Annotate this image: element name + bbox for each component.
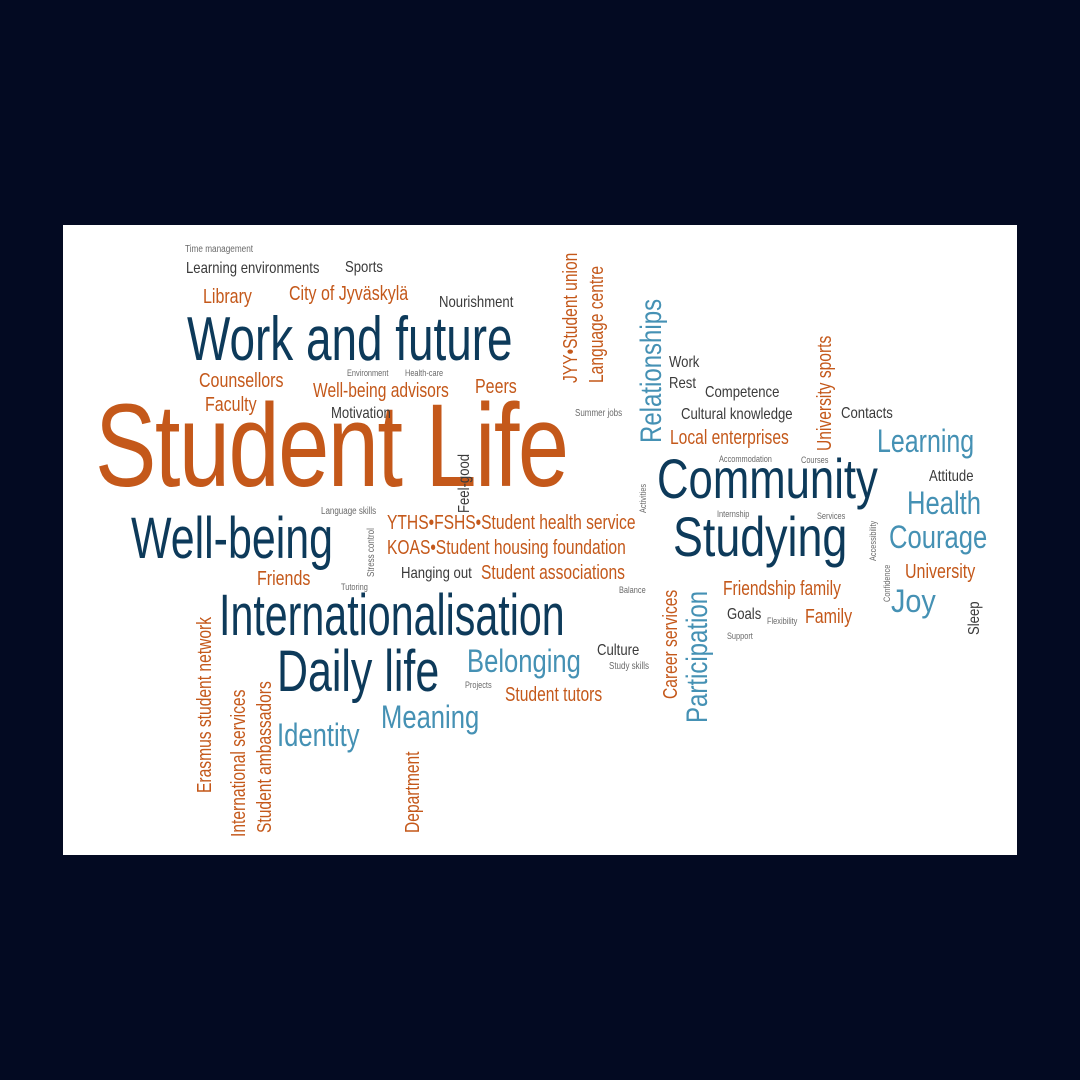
word-courses: Courses [801,455,829,465]
word-university: University [905,561,976,583]
word-goals: Goals [727,606,762,623]
word-well-being: Well-being [131,506,333,571]
word-tutoring: Tutoring [341,582,368,592]
word-university-sports: University sports [814,335,836,451]
word-department: Department [402,751,424,833]
word-jyy-student-union: JYY•Student union [560,252,582,383]
word-cultural-knowledge: Cultural knowledge [681,406,793,423]
word-student-life: Student Life [95,380,569,512]
word-participation: Participation [681,590,714,723]
word-culture: Culture [597,642,640,659]
word-local-enterprises: Local enterprises [670,427,789,449]
word-balance: Balance [619,585,646,595]
word-belonging: Belonging [467,643,581,679]
word-sleep: Sleep [966,601,983,635]
word-student-tutors: Student tutors [505,684,603,706]
word-competence: Competence [705,384,780,401]
word-cloud: Student Life Work and future Community W… [63,225,1017,855]
word-stress-control: Stress control [366,528,377,577]
word-confidence: Confidence [882,564,892,602]
word-flexibility: Flexibility [767,616,798,626]
word-counsellors: Counsellors [199,370,284,392]
word-accommodation: Accommodation [719,454,772,464]
word-hanging-out: Hanging out [401,565,472,582]
word-learning: Learning [877,423,975,459]
word-contacts: Contacts [841,405,893,422]
word-courage: Courage [889,519,988,555]
word-daily-life: Daily life [277,639,440,704]
word-koas-student-housing-foundation: KOAS•Student housing foundation [387,537,626,559]
word-friends: Friends [257,568,311,590]
word-meaning: Meaning [381,699,480,735]
word-motivation: Motivation [331,405,391,422]
word-feel-good: Feel-good [456,453,473,513]
word-international-services: International services [228,689,250,837]
word-accessibility: Accessibility [868,520,878,561]
word-career-services: Career services [660,589,682,699]
word-city-of-jyvaskyla: City of Jyväskylä [289,283,409,305]
word-environment: Environment [347,368,389,378]
word-support: Support [727,631,753,641]
word-language-centre: Language centre [586,265,608,383]
word-work: Work [669,354,700,371]
word-well-being-advisors: Well-being advisors [313,380,449,402]
word-study-skills: Study skills [609,661,650,672]
word-learning-environments: Learning environments [186,260,320,277]
word-sports: Sports [345,259,383,276]
word-peers: Peers [475,376,517,398]
word-time-management: Time management [185,244,254,255]
word-summer-jobs: Summer jobs [575,408,623,419]
word-language-skills: Language skills [321,506,377,517]
word-health: Health [907,485,981,521]
word-relationships: Relationships [635,298,668,443]
word-nourishment: Nourishment [439,294,514,311]
word-student-ambassadors: Student ambassadors [254,681,276,833]
word-attitude: Attitude [929,468,974,485]
word-yths-fshs-student-health-service: YTHS•FSHS•Student health service [387,512,636,534]
word-studying: Studying [673,505,848,568]
word-family: Family [805,606,853,628]
word-rest: Rest [669,375,696,392]
word-health-care: Health-care [405,368,444,378]
word-community: Community [657,447,878,510]
word-joy: Joy [891,583,936,619]
word-identity: Identity [277,717,360,753]
word-erasmus-student-network: Erasmus student network [194,616,216,793]
word-internship: Internship [717,509,750,519]
word-friendship-family: Friendship family [723,578,841,600]
word-faculty: Faculty [205,394,257,416]
word-work-and-future: Work and future [187,305,513,374]
word-activities: Activities [638,483,648,513]
word-student-associations: Student associations [481,562,625,584]
word-library: Library [203,286,252,308]
word-internationalisation: Internationalisation [219,583,565,648]
word-services: Services [817,511,846,521]
word-projects: Projects [465,680,492,690]
